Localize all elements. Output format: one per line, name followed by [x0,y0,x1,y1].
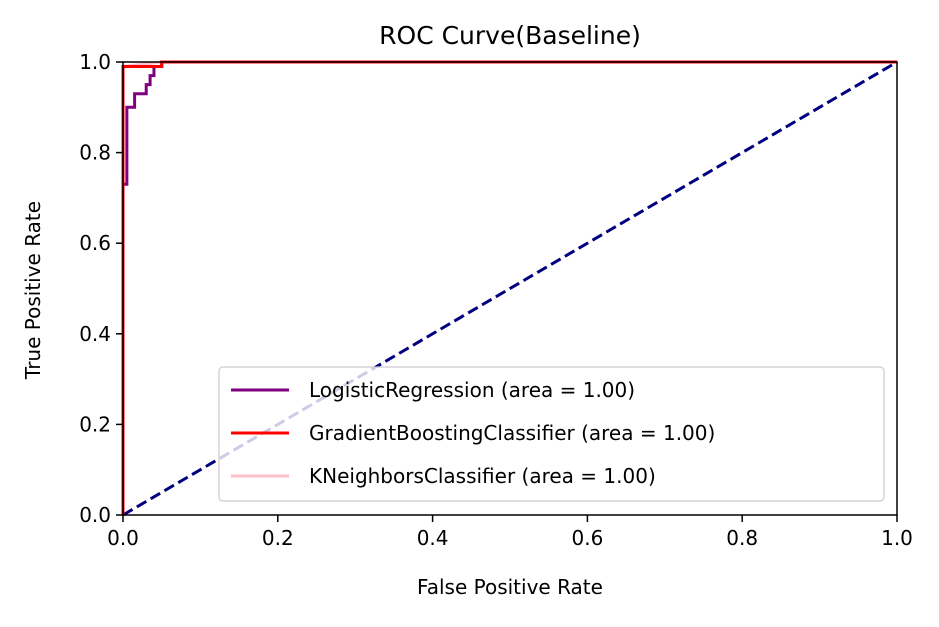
legend: LogisticRegression (area = 1.00) Gradient… [218,366,885,502]
y-axis-label: True Positive Rate [21,201,45,380]
x-tick-label: 0.8 [726,526,758,550]
chart-title: ROC Curve(Baseline) [379,21,641,50]
x-axis-label: False Positive Rate [417,575,603,599]
legend-label: KNeighborsClassifier (area = 1.00) [309,464,656,488]
plot-frame [122,61,898,516]
x-tick-label: 0.0 [107,526,139,550]
x-tick-label: 0.4 [417,526,449,550]
y-tick-label: 0.4 [79,322,111,346]
y-tick-label: 0.6 [79,231,111,255]
legend-label: LogisticRegression (area = 1.00) [309,378,635,402]
legend-label: GradientBoostingClassifier (area = 1.00) [309,421,715,445]
y-tick-label: 0.8 [79,141,111,165]
x-tick-label: 1.0 [881,526,913,550]
ticks-layer: 0.0 0.2 0.4 0.6 0.8 1.0 0.0 0.2 0.4 0.6 0.8 1.0 [79,50,913,550]
y-tick-label: 0.0 [79,503,111,527]
y-tick-label: 0.2 [79,412,111,436]
x-tick-label: 0.6 [571,526,603,550]
y-tick-label: 1.0 [79,50,111,74]
legend-box [218,366,885,502]
x-tick-label: 0.2 [262,526,294,550]
